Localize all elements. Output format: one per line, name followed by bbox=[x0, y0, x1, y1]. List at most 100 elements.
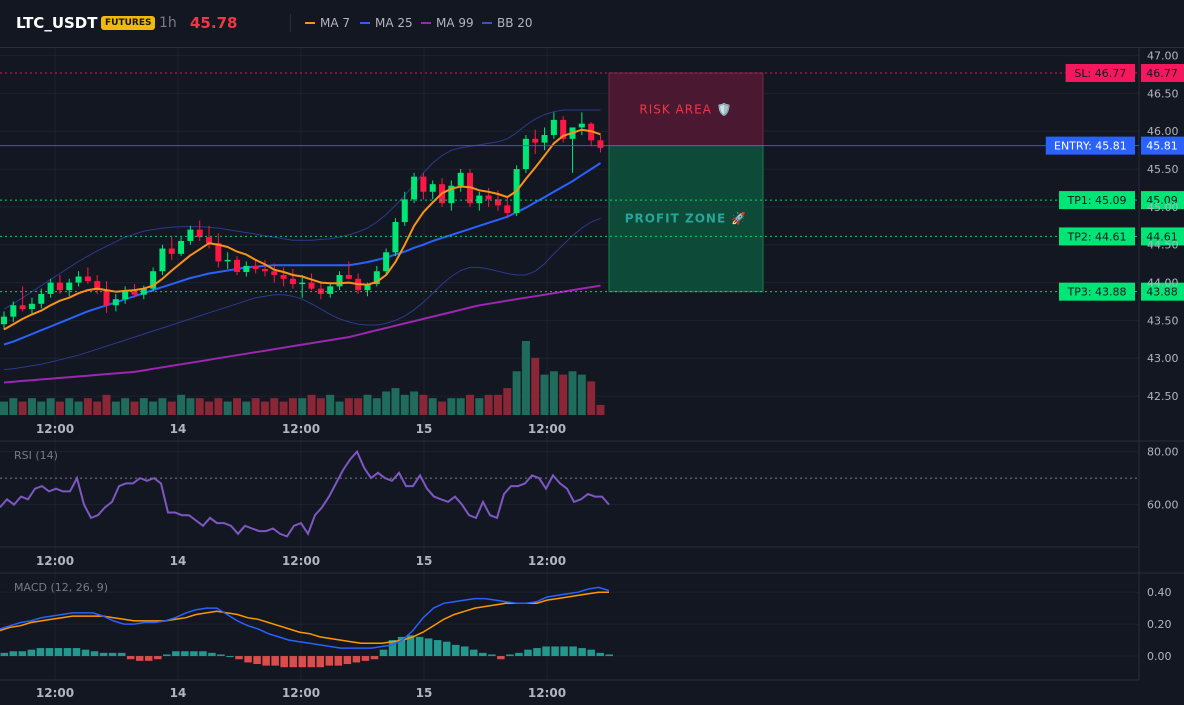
macd-histogram-bar bbox=[72, 648, 81, 657]
candle-body bbox=[597, 140, 604, 148]
volume-bar bbox=[149, 401, 158, 415]
price-axis-label: 43.50 bbox=[1147, 314, 1179, 327]
macd-histogram-bar bbox=[352, 656, 361, 663]
macd-histogram-bar bbox=[596, 652, 604, 657]
candle-body bbox=[420, 176, 427, 192]
candle-body bbox=[364, 284, 371, 291]
candle-body bbox=[47, 282, 54, 294]
candle-body bbox=[522, 138, 529, 170]
macd-histogram-bar bbox=[479, 652, 487, 657]
price-axis-label: 46.00 bbox=[1147, 125, 1179, 138]
candle-body bbox=[10, 305, 17, 317]
volume-bar bbox=[596, 404, 605, 415]
macd-histogram-bar bbox=[271, 656, 279, 666]
macd-line bbox=[0, 586, 610, 649]
macd-histogram-bar bbox=[379, 649, 388, 657]
macd-histogram-bar bbox=[9, 651, 18, 657]
volume-bar bbox=[121, 398, 130, 415]
volume-bar bbox=[65, 398, 74, 415]
candle-body bbox=[504, 205, 511, 213]
time-axis-label: 12:00 bbox=[282, 422, 320, 436]
legend-ma7[interactable]: MA 7 bbox=[305, 16, 350, 30]
macd-histogram-bar bbox=[226, 656, 234, 658]
legend-ma25[interactable]: MA 25 bbox=[360, 16, 413, 30]
macd-histogram-bar bbox=[497, 656, 505, 660]
candle-body bbox=[19, 305, 26, 310]
volume-bar bbox=[512, 371, 521, 415]
macd-histogram-bar bbox=[578, 648, 586, 657]
volume-bar bbox=[158, 398, 167, 415]
price-axis-label: 45.50 bbox=[1147, 163, 1179, 176]
candle-body bbox=[457, 172, 464, 186]
timeframe-label[interactable]: 1h bbox=[159, 15, 177, 31]
header-divider bbox=[290, 14, 291, 32]
volume-bar bbox=[447, 398, 456, 415]
macd-histogram-bar bbox=[316, 656, 325, 668]
level-price-tag bbox=[1141, 63, 1184, 82]
level-tag bbox=[1045, 136, 1135, 155]
volume-bar bbox=[493, 394, 502, 415]
volume-bar bbox=[74, 401, 83, 415]
chart-header: LTC_USDT FUTURES 1h 45.78 MA 7 MA 25 MA … bbox=[0, 0, 1184, 48]
level-price-tag bbox=[1141, 191, 1184, 210]
candle-body bbox=[261, 268, 268, 272]
volume-bar bbox=[391, 388, 400, 415]
macd-histogram-bar bbox=[406, 635, 415, 657]
time-axis-label: 15 bbox=[416, 686, 433, 700]
candle-body bbox=[336, 275, 343, 287]
candle-body bbox=[578, 123, 585, 128]
volume-bar bbox=[177, 394, 186, 415]
risk-area-zone bbox=[608, 72, 764, 147]
legend-ma99[interactable]: MA 99 bbox=[421, 16, 474, 30]
volume-bar bbox=[83, 398, 92, 415]
macd-histogram-bar bbox=[442, 641, 451, 657]
macd-histogram-bar bbox=[605, 654, 613, 657]
candle-body bbox=[140, 288, 147, 295]
rsi-axis-label: 80.00 bbox=[1147, 446, 1179, 459]
candle-body bbox=[215, 243, 222, 262]
macd-histogram-bar bbox=[388, 640, 397, 657]
volume-bar bbox=[139, 398, 148, 415]
symbol-name[interactable]: LTC_USDT bbox=[16, 14, 98, 32]
candle-body bbox=[84, 276, 91, 282]
volume-bar bbox=[344, 398, 353, 415]
macd-histogram-bar bbox=[289, 656, 297, 668]
candle-body bbox=[94, 281, 101, 291]
macd-histogram-bar bbox=[90, 651, 99, 657]
time-axis-label: 14 bbox=[170, 554, 187, 568]
candle-body bbox=[122, 291, 129, 300]
chart-canvas[interactable]: RISK AREA 🛡️ PROFIT ZONE 🚀 SL: 46.77 46.77 E… bbox=[0, 48, 1184, 705]
candle-body bbox=[234, 259, 240, 272]
volume-bar bbox=[354, 398, 363, 415]
level-price-label: 45.09 bbox=[1146, 194, 1178, 207]
legend-bb20[interactable]: BB 20 bbox=[482, 16, 533, 30]
volume-bar bbox=[326, 394, 335, 415]
volume-bar bbox=[363, 394, 372, 415]
macd-histogram-bar bbox=[560, 646, 568, 657]
candle-body bbox=[392, 222, 399, 253]
volume-bar bbox=[130, 401, 139, 415]
candle-body bbox=[373, 271, 380, 285]
time-axis-label: 12:00 bbox=[528, 422, 566, 436]
ma7-line bbox=[3, 128, 601, 331]
time-axis-label: 12:00 bbox=[282, 554, 320, 568]
volume-bar bbox=[587, 381, 596, 415]
volume-bar bbox=[335, 401, 344, 415]
volume-bar bbox=[372, 398, 381, 415]
level-tag-label: SL: 46.77 bbox=[1074, 67, 1126, 80]
candle-body bbox=[345, 275, 352, 279]
volume-bar bbox=[251, 398, 260, 415]
bb20-swatch bbox=[482, 22, 492, 24]
price-axis-label: 43.00 bbox=[1147, 352, 1179, 365]
time-axis-label: 12:00 bbox=[36, 686, 74, 700]
time-axis-label: 15 bbox=[416, 554, 433, 568]
volume-bar bbox=[316, 398, 325, 415]
volume-bar bbox=[484, 394, 493, 415]
candle-body bbox=[196, 229, 203, 238]
level-price-label: 45.81 bbox=[1146, 140, 1178, 153]
candle-body bbox=[224, 259, 231, 262]
volume-bar bbox=[242, 401, 251, 415]
volume-bar bbox=[400, 394, 409, 415]
macd-histogram-bar bbox=[208, 652, 216, 657]
futures-badge: FUTURES bbox=[101, 16, 156, 30]
